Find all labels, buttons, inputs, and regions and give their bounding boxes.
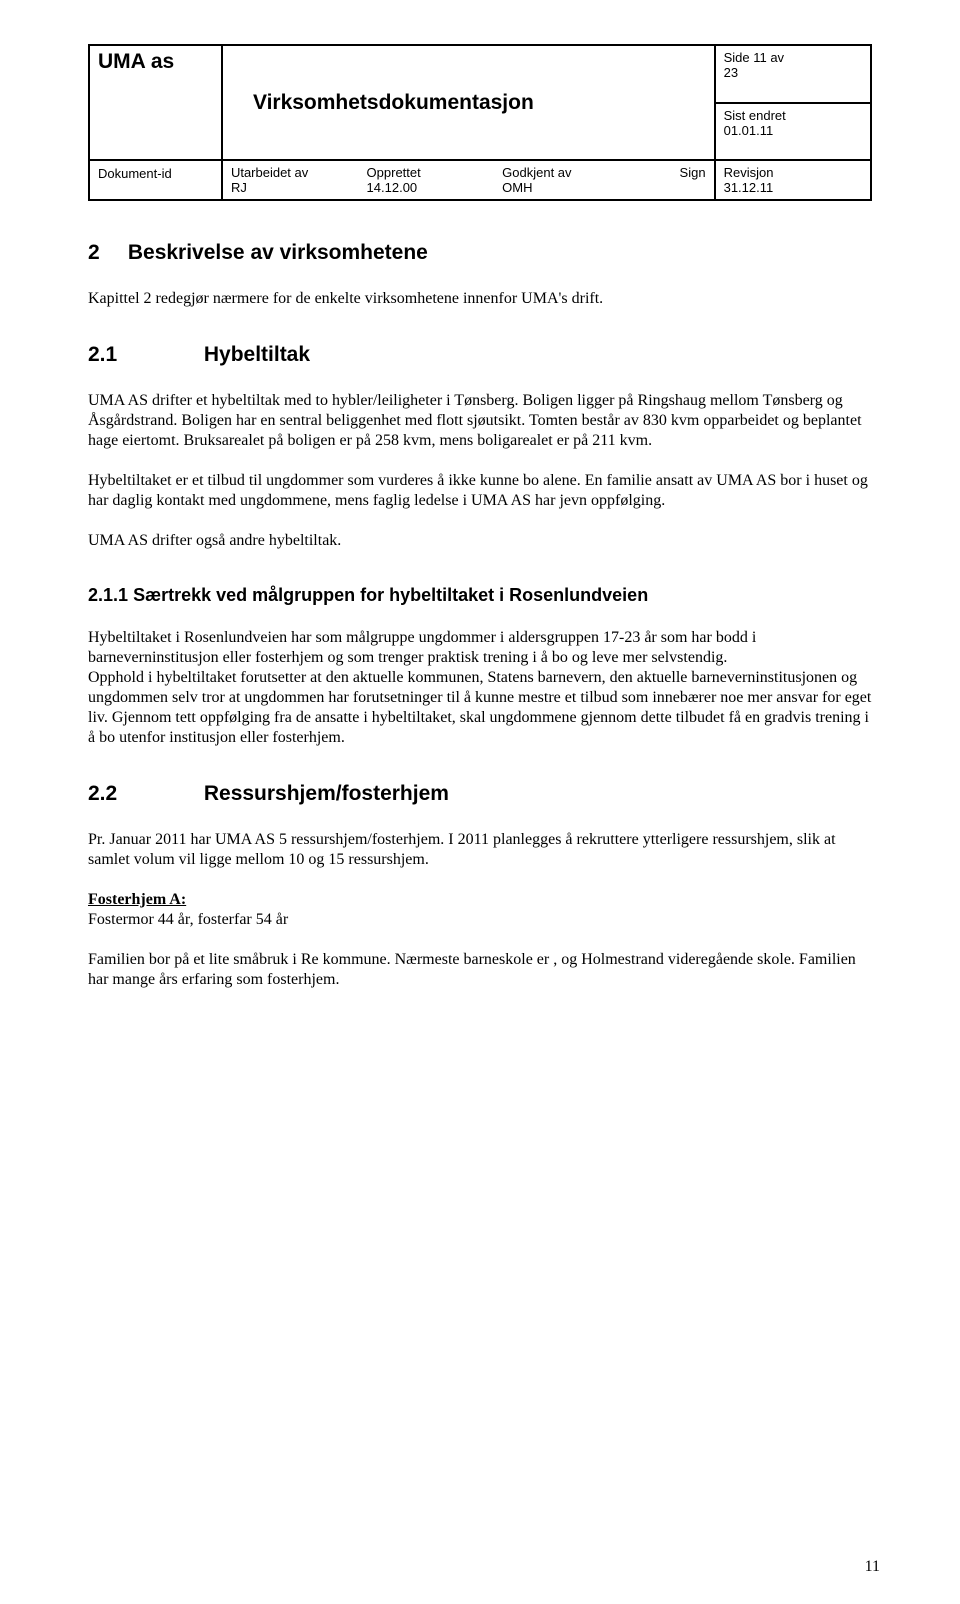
header-page-cell: Side 11 av 23 [715,45,871,103]
sign-col: Sign [638,165,706,195]
document-header-table: UMA as Virksomhetsdokumentasjon Side 11 … [88,44,872,201]
section-2-heading: 2 Beskrivelse av virksomhetene [88,241,872,265]
section-2-2-p1: Pr. Januar 2011 har UMA AS 5 ressurshjem… [88,830,872,870]
doc-id-label: Dokument-id [98,166,172,181]
approved-value: OMH [502,180,638,195]
page-number: 11 [865,1558,880,1576]
approved-label: Godkjent av [502,165,638,180]
section-2-1-1-p2: Opphold i hybeltiltaket forutsetter at d… [88,668,872,748]
foster-a-desc: Familien bor på et lite småbruk i Re kom… [88,950,872,990]
foster-a-label: Fosterhjem A: [88,891,186,908]
section-2-1-p1: UMA AS drifter et hybeltiltak med to hyb… [88,391,872,451]
header-subtitle-cell: Virksomhetsdokumentasjon [222,45,715,160]
section-2-1-1-number: 2.1.1 [88,585,128,605]
section-2-2-title: Ressurshjem/fosterhjem [204,782,449,805]
created-label: Opprettet [367,165,503,180]
author-col: Utarbeidet av RJ [231,165,367,195]
section-2-2-heading: 2.2 Ressurshjem/fosterhjem [88,782,872,806]
created-value: 14.12.00 [367,180,503,195]
header-title-cell: UMA as [89,45,222,160]
section-2-1-title: Hybeltiltak [204,343,310,366]
sign-label: Sign [638,165,706,180]
section-2-1-1-p1: Hybeltiltaket i Rosenlundveien har som m… [88,628,872,668]
section-2-intro: Kapittel 2 redegjør nærmere for de enkel… [88,289,872,309]
section-2-2-number: 2.2 [88,782,198,806]
last-changed-label: Sist endret [724,108,862,123]
header-docid-cell: Dokument-id [89,160,222,200]
document-page: UMA as Virksomhetsdokumentasjon Side 11 … [0,0,960,1604]
section-2-1-p3: UMA AS drifter også andre hybeltiltak. [88,531,872,551]
header-revision-cell: Revisjon 31.12.11 [715,160,871,200]
last-changed-value: 01.01.11 [724,123,862,138]
revision-value: 31.12.11 [724,180,862,195]
author-label: Utarbeidet av [231,165,367,180]
header-last-changed-cell: Sist endret 01.01.11 [715,103,871,161]
header-meta-cell: Utarbeidet av RJ Opprettet 14.12.00 Godk… [222,160,715,200]
page-label: Side 11 av [724,50,862,65]
author-value: RJ [231,180,367,195]
page-total: 23 [724,65,862,80]
section-2-1-heading: 2.1 Hybeltiltak [88,343,872,367]
section-2-1-number: 2.1 [88,343,198,367]
section-2-1-p2: Hybeltiltaket er et tilbud til ungdommer… [88,471,872,511]
approved-col: Godkjent av OMH [502,165,638,195]
section-2-title: Beskrivelse av virksomhetene [128,241,428,264]
created-col: Opprettet 14.12.00 [367,165,503,195]
section-2-1-1-heading: 2.1.1 Særtrekk ved målgruppen for hybelt… [88,585,872,606]
foster-a-line: Fostermor 44 år, fosterfar 54 år [88,911,288,928]
section-2-number: 2 [88,241,122,265]
company-title: UMA as [98,50,174,73]
foster-a-block: Fosterhjem A: Fostermor 44 år, fosterfar… [88,890,872,930]
revision-label: Revisjon [724,165,862,180]
section-2-1-1-title: Særtrekk ved målgruppen for hybeltiltake… [133,585,648,605]
document-subtitle: Virksomhetsdokumentasjon [253,91,534,114]
